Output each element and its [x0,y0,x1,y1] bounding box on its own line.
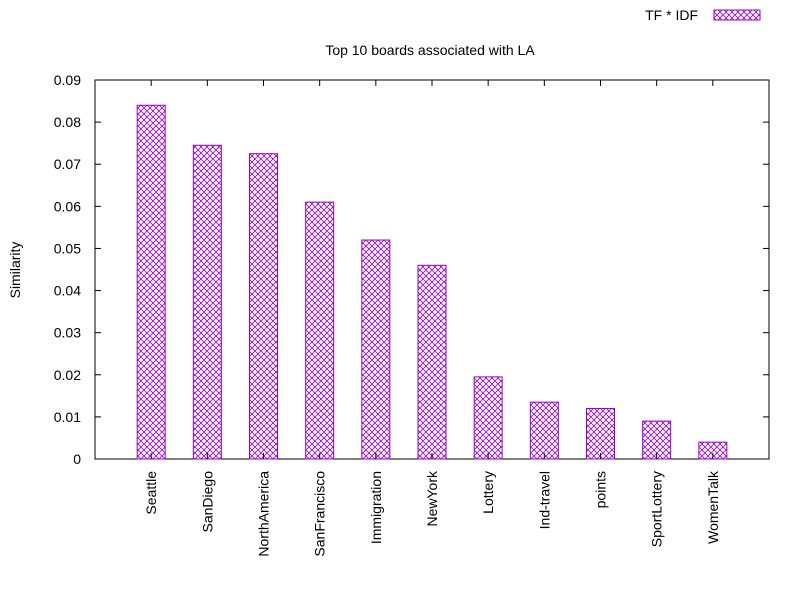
y-tick-label: 0.02 [54,367,81,383]
x-tick-label: NewYork [424,470,440,527]
bar-lottery [473,376,503,460]
y-tick-label: 0.03 [54,325,81,341]
plot-area: 0 0.01 0.02 0.03 0.04 0.05 0.06 0.07 0.08 0.09 Sea… [54,72,770,557]
x-tick-label: NorthAmerica [256,471,272,557]
legend: TF * IDF [645,7,761,23]
bar-sandiego [192,144,222,460]
y-axis-label: Similarity [7,242,23,299]
x-tick-label: Lottery [480,471,496,514]
y-tick-label: 0.07 [54,156,81,172]
x-tick-label: Seattle [143,471,159,515]
bar-sanfrancisco [305,201,335,460]
legend-swatch [713,9,761,21]
x-tick-label: Immigration [368,471,384,544]
bar-ind-travel [529,401,559,460]
x-tick-label: Ind-travel [536,471,552,529]
y-tick-label: 0.05 [54,240,81,256]
y-tick-label: 0.08 [54,114,81,130]
y-tick-label: 0.09 [54,72,81,88]
y-tick-label: 0.06 [54,198,81,214]
bar-northamerica [249,153,278,460]
x-tick-label: SportLottery [649,471,665,547]
bar-points [586,407,615,460]
chart-title: Top 10 boards associated with LA [325,42,535,58]
x-tick-label: WomenTalk [705,470,721,544]
bar-immigration [361,239,391,460]
x-tick-label: SanFrancisco [312,471,328,557]
x-tick-label: points [593,471,609,508]
legend-label-tf-idf: TF * IDF [645,7,698,23]
x-tick-label: SanDiego [199,471,215,533]
y-tick-label: 0 [73,451,81,467]
bar-newyork [417,264,447,460]
y-tick-label: 0.04 [54,283,81,299]
bar-seattle [136,104,166,460]
y-tick-label: 0.01 [54,409,81,425]
bar-sportlottery [642,420,672,460]
